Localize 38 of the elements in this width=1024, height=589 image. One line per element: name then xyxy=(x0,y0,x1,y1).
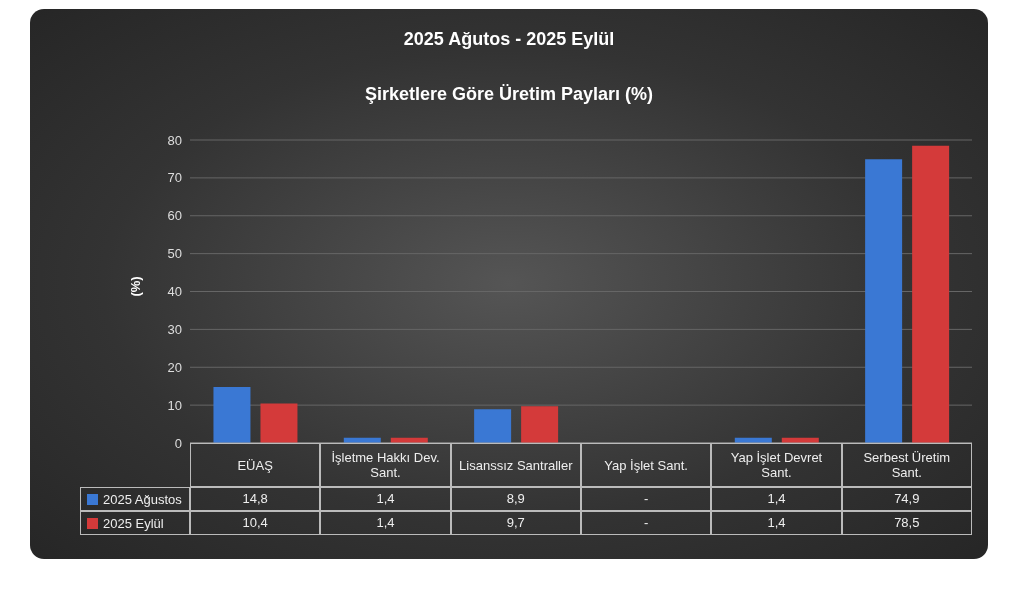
data-label: 1,4 xyxy=(320,511,451,535)
x-tick-label: Yap İşlet Devret Sant. xyxy=(711,443,842,487)
y-tick-label: 20 xyxy=(167,359,182,375)
bar xyxy=(865,159,903,443)
data-label: 14,8 xyxy=(190,487,321,511)
x-tick-label: Serbest Üretim Sant. xyxy=(841,443,972,487)
y-tick-label: 80 xyxy=(167,132,182,148)
data-label: 8,9 xyxy=(450,487,581,511)
x-tick-label: Lisanssız Santraller xyxy=(450,443,581,487)
x-tick-label: Yap İşlet Sant. xyxy=(580,443,712,487)
legend-label: 2025 Eylül xyxy=(103,515,164,531)
y-tick-label: 60 xyxy=(167,208,182,224)
bar xyxy=(521,406,559,443)
data-label: 10,4 xyxy=(190,511,321,535)
y-axis-title: (%) xyxy=(127,276,143,297)
chart-subtitle: Şirketlere Göre Üretim Payları (%) xyxy=(363,84,655,105)
y-tick-label: 40 xyxy=(167,284,182,300)
data-label: 74,9 xyxy=(841,487,972,511)
y-tick-label: 50 xyxy=(167,246,182,262)
data-label: 1,4 xyxy=(711,487,842,511)
text: - xyxy=(643,491,649,506)
bar xyxy=(213,386,251,443)
chart-title: 2025 Ağutos - 2025 Eylül xyxy=(402,29,616,50)
data-label: 9,7 xyxy=(450,511,581,535)
text: - xyxy=(643,515,649,530)
y-tick-label: 0 xyxy=(174,435,182,451)
data-label: 78,5 xyxy=(841,511,972,535)
data-label: 1,4 xyxy=(320,487,451,511)
y-tick-label: 10 xyxy=(167,397,182,413)
y-tick-label: 30 xyxy=(167,321,182,337)
legend-label: 2025 Ağustos xyxy=(103,491,182,507)
bar xyxy=(912,145,950,443)
x-tick-label: İşletme Hakkı Dev. Sant. xyxy=(320,443,451,487)
data-label: 1,4 xyxy=(711,511,842,535)
bar xyxy=(474,409,512,443)
y-tick-label: 70 xyxy=(167,170,182,186)
x-tick-label: EÜAŞ xyxy=(190,443,321,487)
bar xyxy=(260,403,298,443)
